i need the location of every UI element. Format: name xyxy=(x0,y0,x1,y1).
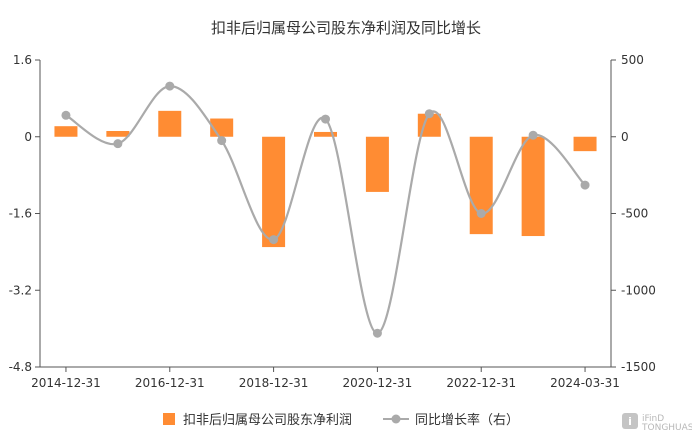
legend-label-line: 同比增长率（右） xyxy=(415,412,519,428)
bar-2024-03-31 xyxy=(573,136,597,152)
left-tick-label: 1.6 xyxy=(13,53,32,67)
right-tick-label: -1000 xyxy=(621,283,656,297)
bar-2018-12-31 xyxy=(262,136,286,248)
bar-2016-12-31 xyxy=(158,110,182,137)
bar-2015-12-31 xyxy=(106,130,130,137)
watermark-name: iFinD xyxy=(642,414,664,424)
left-tick-label: -3.2 xyxy=(9,283,32,297)
watermark-logo: i iFinD TONGHUASHUN xyxy=(622,413,692,433)
x-tick-label: 2024-03-31 xyxy=(550,376,620,390)
x-tick-label: 2018-12-31 xyxy=(239,376,309,390)
line-point-2022-12-31 xyxy=(476,209,486,218)
line-point-2017-12-31 xyxy=(217,136,227,146)
bar-2021-12-31 xyxy=(417,113,441,137)
bar-series xyxy=(54,110,597,248)
line-point-2019-12-31 xyxy=(321,114,330,124)
x-tick-label: 2014-12-31 xyxy=(31,376,101,390)
watermark-sub: TONGHUASHUN xyxy=(641,423,692,433)
line-point-2023-12-31 xyxy=(528,130,538,140)
line-point-2020-12-31 xyxy=(372,328,382,338)
line-series xyxy=(61,81,590,338)
bar-2020-12-31 xyxy=(365,136,389,192)
right-tick-label: -500 xyxy=(621,207,648,221)
line-point-2024-03-31 xyxy=(580,180,590,190)
line-point-2021-12-31 xyxy=(424,109,434,119)
left-tick-label: -4.8 xyxy=(9,360,32,374)
legend-swatch-bar xyxy=(163,413,175,425)
line-point-2015-12-31 xyxy=(113,139,123,149)
right-tick-label: -1500 xyxy=(621,360,656,374)
bar-2019-12-31 xyxy=(314,131,337,137)
legend: 扣非后归属母公司股东净利润 同比增长率（右） xyxy=(163,412,519,428)
left-tick-label: 0 xyxy=(24,130,32,144)
left-tick-label: -1.6 xyxy=(9,207,32,221)
right-axis-ticks: 500 0 -500 -1000 -1500 xyxy=(611,53,656,374)
x-axis-ticks: 2014-12-31 2016-12-31 2018-12-31 2020-12-31… xyxy=(31,367,620,390)
bar-2022-12-31 xyxy=(469,136,493,235)
right-tick-label: 0 xyxy=(621,130,629,144)
bar-2023-12-31 xyxy=(521,136,545,237)
legend-label-bar: 扣非后归属母公司股东净利润 xyxy=(183,413,352,428)
watermark-icon-glyph: i xyxy=(628,415,632,428)
chart-title: 扣非后归属母公司股东净利润及同比增长 xyxy=(211,19,481,37)
legend-swatch-marker xyxy=(391,414,401,424)
line-point-2014-12-31 xyxy=(61,110,71,120)
x-tick-label: 2020-12-31 xyxy=(343,376,413,390)
line-point-2018-12-31 xyxy=(269,235,279,245)
left-axis-ticks: 1.6 0 -1.6 -3.2 -4.8 xyxy=(9,53,40,374)
bar-2014-12-31 xyxy=(54,126,78,137)
watermark-icon xyxy=(622,413,638,429)
x-tick-label: 2022-12-31 xyxy=(446,376,516,390)
line-point-2016-12-31 xyxy=(165,81,175,91)
right-tick-label: 500 xyxy=(621,53,644,67)
x-tick-label: 2016-12-31 xyxy=(135,376,205,390)
